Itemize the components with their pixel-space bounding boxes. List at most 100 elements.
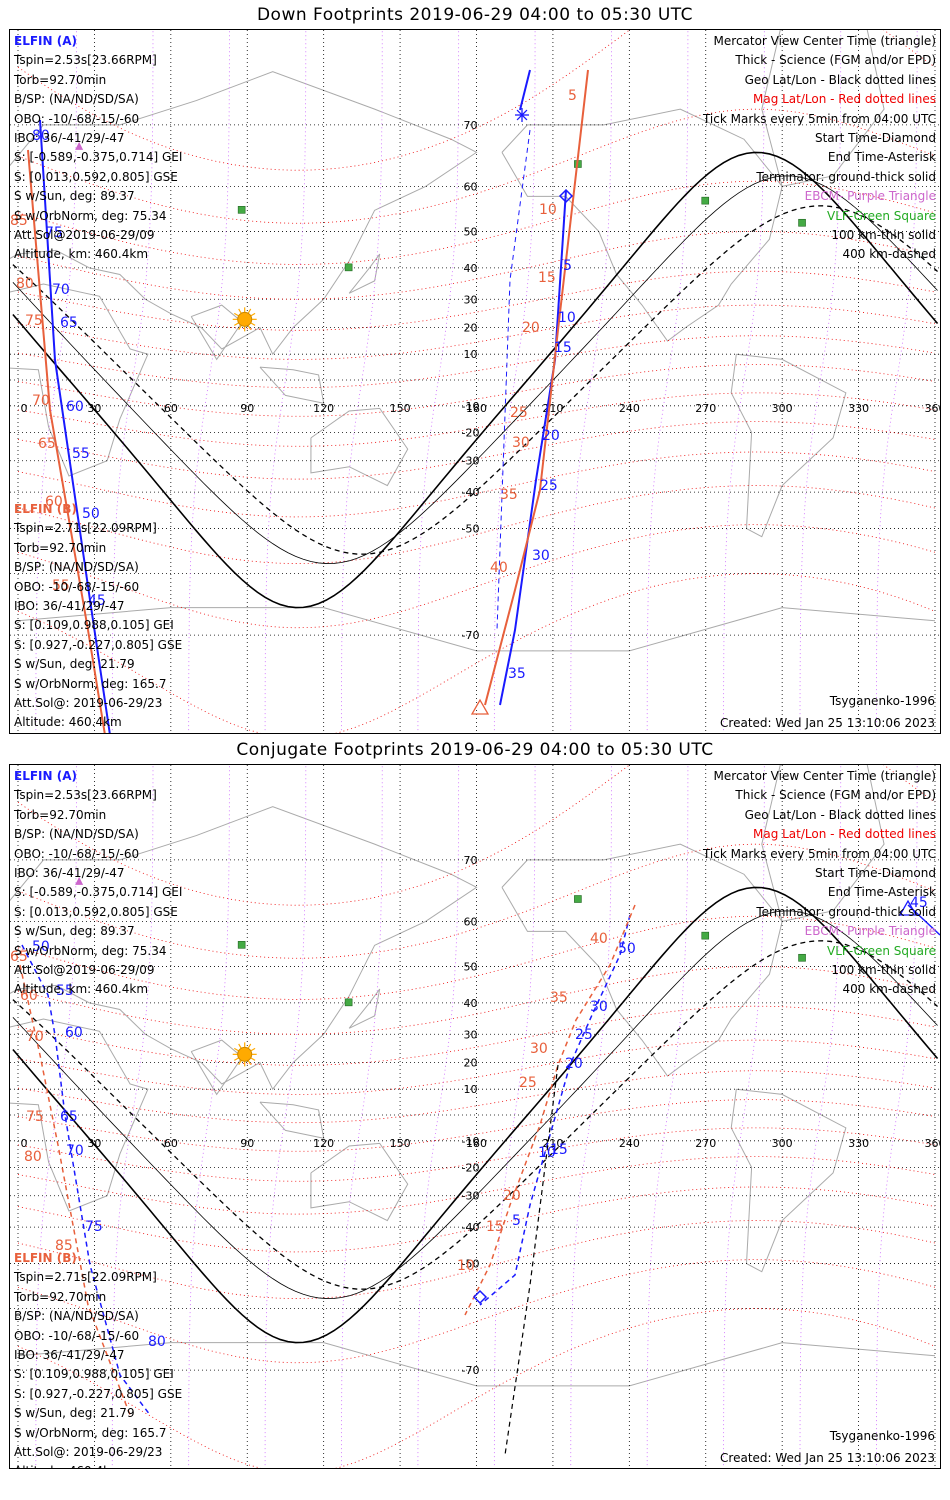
axis-labels: 0 30 60 90 120 150 180 210 240 270 300 330 360 70 60 50… (21, 119, 941, 642)
continent-outline (310, 407, 409, 487)
lon-tick-label: 240 (619, 402, 640, 415)
elfin-b-tick-label: 20 (522, 320, 540, 336)
legend-mag: Mag Lat/Lon - Red dotted lines (752, 92, 936, 107)
lon-tick-label: 360 (925, 1137, 942, 1150)
elfin-a-tick-label: 45 (910, 895, 928, 911)
lat-tick-label: -70 (462, 629, 480, 642)
mag-meridian (493, 765, 536, 1468)
mag-meridian (341, 765, 383, 1468)
elfin-b-line: S w/Sun, deg: 21.79 (14, 1406, 135, 1421)
legend-400km: 400 km-dashed (842, 982, 936, 997)
elfin-b-line: Torb=92.70min (14, 1289, 107, 1304)
continent-outline (761, 30, 885, 187)
model-label: Tsyganenko-1996 (829, 694, 935, 708)
elfin-a-line: Att.Sol@2019-06-29/09 (14, 228, 155, 243)
lat-tick-label: -20 (462, 426, 480, 439)
lon-tick-label: 270 (695, 1137, 716, 1150)
legend-geo: Geo Lat/Lon - Black dotted lines (744, 72, 936, 87)
legend-ticks: Tick Marks every 5min from 04:00 UTC (702, 846, 936, 861)
elfin-a-line: Torb=92.70min (14, 807, 107, 822)
legend-view: Mercator View Center Time (triangle) (713, 34, 936, 48)
lon-tick-label: 330 (848, 1137, 869, 1150)
elfin-b-track-east (464, 904, 636, 1316)
legend-view: Mercator View Center Time (triangle) (713, 769, 936, 783)
elfin-a-tick-label: 25 (540, 478, 558, 494)
lon-tick-label: 60 (164, 1137, 178, 1150)
elfin-b-line: S: [0.109,0.988,0.105] GEI (14, 618, 174, 633)
mag-meridian (341, 30, 383, 733)
legend-start: Start Time-Diamond (814, 131, 936, 146)
elfin-a-tick-label: 60 (65, 1025, 83, 1041)
elfin-b-tick-label: 40 (590, 931, 608, 947)
lat-tick-label: 40 (464, 997, 478, 1010)
elfin-a-tick-label: 45 (88, 593, 106, 609)
elfin-a-line: B/SP: (NA/ND/SD/SA) (14, 92, 139, 107)
lon-tick-label: 180 (466, 1137, 487, 1150)
lat-tick-label: -10 (462, 1135, 480, 1148)
mag-meridian (188, 30, 230, 733)
legend-ticks: Tick Marks every 5min from 04:00 UTC (702, 111, 936, 126)
legend-start: Start Time-Diamond (814, 866, 936, 881)
vlf-station (344, 263, 353, 272)
mag-grid (17, 30, 936, 733)
lat-tick-label: -10 (462, 400, 480, 413)
sun-ray (238, 308, 242, 314)
lat-tick-label: -40 (462, 1221, 480, 1234)
elfin-a-tick-label: 50 (82, 506, 100, 522)
elfin-b-tick-label: 10 (457, 1258, 475, 1274)
elfin-a-start-diamond (472, 1289, 488, 1305)
elfin-a-end-asterisk (516, 109, 528, 121)
elfin-b-line: B/SP: (NA/ND/SD/SA) (14, 1309, 139, 1324)
elfin-b-tick-label: 30 (530, 1041, 548, 1057)
elfin-b-name: ELFIN (B) (14, 1251, 77, 1265)
sun-ray (238, 325, 242, 331)
legend-terminator: Terminator: ground-thick solid (756, 169, 936, 184)
lon-tick-label: 240 (619, 1137, 640, 1150)
mag-parallel (17, 765, 936, 906)
elfin-b-line: Tspin=2.71s[22.09RPM] (14, 521, 157, 536)
lon-tick-label: 330 (848, 402, 869, 415)
elfin-a-tick-label: 75 (45, 225, 63, 241)
elfin-a-line: IBO: 36/-41/29/-47 (14, 131, 125, 146)
mag-meridian (570, 30, 612, 733)
elfin-a-line: Att.Sol@2019-06-29/09 (14, 963, 155, 978)
elfin-a-track-east (499, 189, 567, 706)
terminator-ground (12, 151, 939, 609)
mag-meridian (264, 765, 307, 1468)
legend-thick: Thick - Science (FGM and/or EPD) (735, 53, 936, 68)
lat-tick-label: 70 (464, 119, 478, 132)
elfin-b-info: ELFIN (B) Tspin=2.71s[22.09RPM] Torb=92.… (14, 500, 182, 733)
elfin-b-tick-label: 40 (490, 560, 508, 576)
elfin-b-line: S: [0.927,-0.227,0.805] GSE (14, 1386, 183, 1401)
lat-tick-label: 70 (464, 854, 478, 867)
lon-tick-label: 90 (240, 402, 254, 415)
elfin-b-tick-label: 5 (568, 88, 577, 104)
lon-tick-label: 300 (772, 402, 793, 415)
elfin-a-tick-label: 55 (72, 446, 90, 462)
elfin-b-line: S: [0.927,-0.227,0.805] GSE (14, 637, 183, 652)
elfin-b-line: Att.Sol@: 2019-06-29/23 (14, 1445, 163, 1460)
vlf-station (237, 206, 246, 214)
elfin-a-track-east (479, 914, 631, 1306)
elfin-a-tick-label: 30 (532, 548, 550, 564)
elfin-b-line: Torb=92.70min (14, 540, 107, 555)
mag-meridian (264, 30, 307, 733)
mag-parallel (17, 30, 936, 171)
panel-title-down: Down Footprints 2019-06-29 04:00 to 05:3… (256, 5, 694, 25)
elfin-a-line: OBO: -10/-68/-15/-60 (14, 111, 140, 126)
elfin-a-tick-label: 20 (565, 1056, 583, 1072)
vlf-station (701, 931, 710, 940)
elfin-b-tick-label: 70 (26, 1029, 44, 1045)
elfin-b-tick-label: 35 (550, 990, 568, 1006)
elfin-a-line: S: [0.013,0.592,0.805] GSE (14, 904, 178, 919)
legend-100km: 100 km-thin solid (831, 963, 936, 978)
lon-tick-label: 270 (695, 402, 716, 415)
elfin-a-line: S: [-0.589,-0.375,0.714] GEI (14, 885, 183, 900)
mag-meridian (417, 765, 460, 1468)
elfin-a-line: Altitude, km: 460.4km (14, 247, 149, 262)
elfin-a-line: S w/Sun, deg: 89.37 (14, 924, 135, 939)
lat-tick-label: -50 (462, 1258, 480, 1271)
geo-grid (10, 765, 940, 1468)
sun-ray (234, 322, 239, 326)
elfin-a-info: ELFIN (A) Tspin=2.53s[23.66RPM] Torb=92.… (14, 767, 182, 1000)
